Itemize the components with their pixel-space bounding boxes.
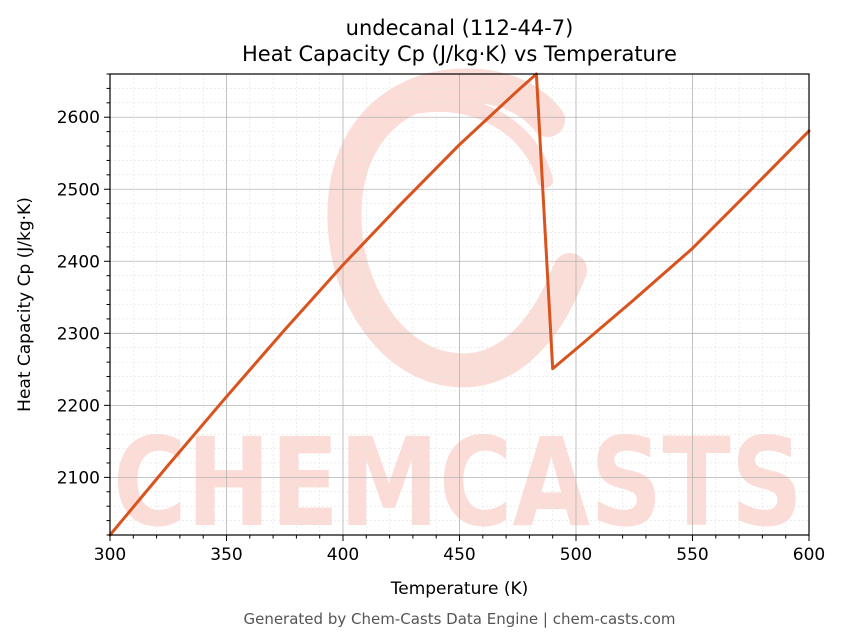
chart-title-line-2: Heat Capacity Cp (J/kg·K) vs Temperature — [242, 42, 677, 66]
watermark-text: CHEMCASTS — [113, 412, 803, 554]
y-tick-label: 2600 — [57, 108, 100, 128]
x-tick-label: 350 — [210, 545, 242, 565]
x-tick-label: 300 — [94, 545, 126, 565]
x-axis-ticks: 300 350 400 450 500 550 600 — [94, 535, 825, 565]
watermark-logo-ring — [327, 68, 587, 388]
y-tick-label: 2300 — [57, 324, 100, 344]
y-tick-label: 2100 — [57, 468, 100, 488]
x-tick-label: 600 — [793, 545, 825, 565]
series-line-0 — [108, 72, 811, 537]
y-tick-label: 2400 — [57, 252, 100, 272]
series-layer — [108, 72, 811, 537]
footer-credit: Generated by Chem-Casts Data Engine | ch… — [243, 610, 675, 628]
y-tick-label: 2200 — [57, 396, 100, 416]
chart-title-line-1: undecanal (112-44-7) — [346, 16, 574, 40]
x-tick-label: 450 — [443, 545, 475, 565]
y-axis-label: Heat Capacity Cp (J/kg·K) — [15, 197, 35, 412]
x-axis-label: Temperature (K) — [390, 579, 529, 599]
watermark: CHEMCASTS — [113, 68, 803, 554]
x-tick-label: 500 — [560, 545, 592, 565]
y-tick-label: 2500 — [57, 180, 100, 200]
x-tick-label: 400 — [327, 545, 359, 565]
x-tick-label: 550 — [676, 545, 708, 565]
y-axis-ticks: 2100 2200 2300 2400 2500 2600 — [57, 73, 110, 536]
grid — [109, 73, 810, 536]
